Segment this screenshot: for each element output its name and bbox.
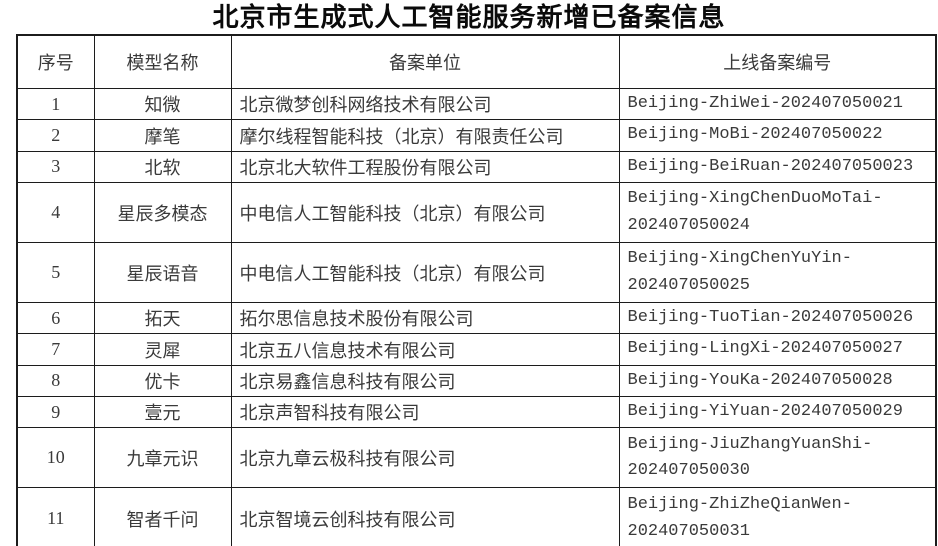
cell-no: 6 [16, 302, 95, 335]
cell-code: Beijing-XingChenYuYin-202407050025 [618, 242, 937, 304]
table-row: 2 摩笔 摩尔线程智能科技（北京）有限责任公司 Beijing-MoBi-202… [16, 119, 937, 152]
cell-code: Beijing-MoBi-202407050022 [618, 119, 937, 152]
cell-model: 优卡 [93, 364, 232, 398]
cell-model: 星辰语音 [93, 242, 232, 304]
table-row: 4 星辰多模态 中电信人工智能科技（北京）有限公司 Beijing-XingCh… [16, 182, 937, 244]
cell-code: Beijing-YiYuan-202407050029 [618, 396, 937, 429]
cell-model: 智者千问 [93, 487, 232, 546]
registry-table: 序号 模型名称 备案单位 上线备案编号 1 知微 北京微梦创科网络技术有限公司 … [16, 34, 937, 546]
cell-org: 中电信人工智能科技（北京）有限公司 [230, 242, 620, 304]
col-header-code: 上线备案编号 [618, 34, 937, 89]
cell-model: 摩笔 [93, 119, 232, 152]
cell-model: 灵犀 [93, 333, 232, 366]
table-row: 7 灵犀 北京五八信息技术有限公司 Beijing-LingXi-2024070… [16, 333, 937, 366]
cell-code: Beijing-LingXi-202407050027 [618, 333, 937, 366]
table-row: 3 北软 北京北大软件工程股份有限公司 Beijing-BeiRuan-2024… [16, 150, 937, 184]
cell-org: 拓尔思信息技术股份有限公司 [230, 302, 620, 335]
page-title: 北京市生成式人工智能服务新增已备案信息 [212, 2, 726, 32]
cell-code: Beijing-ZhiZheQianWen-202407050031 [618, 487, 937, 546]
table-row: 10 九章元识 北京九章云极科技有限公司 Beijing-JiuZhangYua… [16, 427, 937, 489]
cell-model: 星辰多模态 [93, 182, 232, 244]
col-header-org: 备案单位 [230, 34, 620, 89]
cell-org: 中电信人工智能科技（北京）有限公司 [230, 182, 620, 244]
table-row: 6 拓天 拓尔思信息技术股份有限公司 Beijing-TuoTian-20240… [16, 302, 937, 335]
table-row: 5 星辰语音 中电信人工智能科技（北京）有限公司 Beijing-XingChe… [16, 242, 937, 304]
cell-model: 知微 [93, 87, 232, 121]
cell-org: 北京声智科技有限公司 [230, 396, 620, 429]
col-header-no: 序号 [16, 34, 95, 89]
cell-model: 拓天 [93, 302, 232, 335]
cell-model: 北软 [93, 150, 232, 184]
cell-no: 4 [16, 182, 95, 244]
cell-code: Beijing-XingChenDuoMoTai-202407050024 [618, 182, 937, 244]
cell-no: 1 [16, 87, 95, 121]
cell-code: Beijing-JiuZhangYuanShi-202407050030 [618, 427, 937, 489]
cell-no: 5 [16, 242, 95, 304]
cell-org: 北京九章云极科技有限公司 [230, 427, 620, 489]
cell-no: 2 [16, 119, 95, 152]
cell-org: 北京微梦创科网络技术有限公司 [230, 87, 620, 121]
cell-model: 九章元识 [93, 427, 232, 489]
cell-org: 摩尔线程智能科技（北京）有限责任公司 [230, 119, 620, 152]
table-row: 8 优卡 北京易鑫信息科技有限公司 Beijing-YouKa-20240705… [16, 364, 937, 398]
cell-code: Beijing-BeiRuan-202407050023 [618, 150, 937, 184]
col-header-model: 模型名称 [93, 34, 232, 89]
cell-no: 10 [16, 427, 95, 489]
cell-code: Beijing-ZhiWei-202407050021 [618, 87, 937, 121]
cell-no: 9 [16, 396, 95, 429]
cell-no: 11 [16, 487, 95, 546]
cell-code: Beijing-YouKa-202407050028 [618, 364, 937, 398]
cell-no: 7 [16, 333, 95, 366]
cell-model: 壹元 [93, 396, 232, 429]
cell-org: 北京易鑫信息科技有限公司 [230, 364, 620, 398]
cell-org: 北京北大软件工程股份有限公司 [230, 150, 620, 184]
cell-code: Beijing-TuoTian-202407050026 [618, 302, 937, 335]
table-row: 9 壹元 北京声智科技有限公司 Beijing-YiYuan-202407050… [16, 396, 937, 429]
cell-no: 3 [16, 150, 95, 184]
table-header-row: 序号 模型名称 备案单位 上线备案编号 [16, 34, 937, 89]
cell-org: 北京智境云创科技有限公司 [230, 487, 620, 546]
cell-no: 8 [16, 364, 95, 398]
cell-org: 北京五八信息技术有限公司 [230, 333, 620, 366]
table-row: 11 智者千问 北京智境云创科技有限公司 Beijing-ZhiZheQianW… [16, 487, 937, 546]
table-row: 1 知微 北京微梦创科网络技术有限公司 Beijing-ZhiWei-20240… [16, 87, 937, 121]
